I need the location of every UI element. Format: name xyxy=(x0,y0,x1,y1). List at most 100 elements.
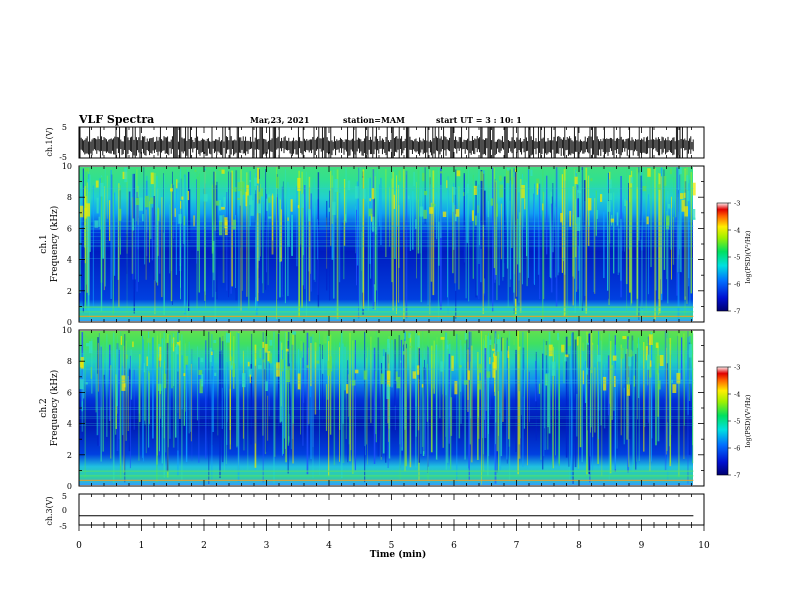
spectrogram-vertical-streak xyxy=(410,342,411,462)
spectrogram-vertical-streak xyxy=(222,214,225,283)
spectrogram-vertical-streak xyxy=(533,193,535,284)
spectrogram-vertical-streak xyxy=(385,169,387,257)
spectrogram-vertical-streak xyxy=(666,363,668,423)
time-axis-ticks xyxy=(78,127,705,531)
spectrogram-hot-patch xyxy=(491,344,494,350)
spectrogram-vertical-streak xyxy=(110,174,113,281)
spectrogram-hot-patch xyxy=(316,360,320,364)
spectrogram-hot-patch xyxy=(216,200,220,206)
spectrogram-vertical-streak xyxy=(598,343,599,440)
spectrogram-hot-patch xyxy=(250,200,254,216)
spectrogram-vertical-streak xyxy=(233,336,235,389)
spectrogram-vertical-streak xyxy=(425,367,427,457)
spectrogram-vertical-streak xyxy=(303,185,306,290)
spectrogram-hot-patch xyxy=(269,352,272,364)
spectrogram-hot-patch xyxy=(455,209,460,217)
spectrogram-vertical-streak xyxy=(535,360,537,402)
spectrogram-vertical-streak xyxy=(329,334,332,435)
spectrogram-vertical-streak xyxy=(447,176,449,314)
spectrogram-hot-patch xyxy=(542,203,544,211)
spectrogram-hot-patch xyxy=(622,336,627,340)
spectrogram-vertical-streak xyxy=(686,167,688,304)
spectrogram-vertical-streak xyxy=(438,221,440,266)
ch2-spectrogram-panel: 0 2 4 6 8 10 ch.2 Frequency (kHz) xyxy=(39,326,705,491)
spectrogram-hot-patch xyxy=(688,344,692,358)
spectrogram-vertical-streak xyxy=(173,333,175,386)
spectrogram-vertical-streak xyxy=(568,331,570,481)
spectrogram-hot-patch xyxy=(507,350,510,358)
spectrogram-vertical-streak xyxy=(463,173,465,265)
spectrogram-hot-patch xyxy=(692,182,696,196)
spectrogram-vertical-streak xyxy=(575,179,577,258)
spectrogram-vertical-streak xyxy=(236,332,238,447)
spectrogram-hot-patch xyxy=(657,184,661,190)
spectrogram-vertical-streak xyxy=(112,332,115,484)
spectrogram-vertical-streak xyxy=(561,174,563,273)
spectrogram-hot-patch xyxy=(477,205,479,213)
spectrogram-hot-patch xyxy=(248,368,253,377)
start-ut-label: start UT = 3 : 10: 1 xyxy=(436,115,522,125)
spectrogram-vertical-streak xyxy=(365,353,366,456)
spectrogram-vertical-streak xyxy=(663,185,666,270)
spectrogram-vertical-streak xyxy=(671,196,672,280)
spectrogram-vertical-streak xyxy=(267,182,269,286)
spectrogram-vertical-streak xyxy=(319,344,321,439)
spectrogram-vertical-streak xyxy=(153,196,155,280)
time-axis-tick-label: 10 xyxy=(698,541,710,551)
spectrogram-hot-patch xyxy=(347,180,351,191)
spectrogram-hot-patch xyxy=(506,168,510,183)
spectrogram-vertical-streak xyxy=(394,191,396,259)
spectrogram-hot-patch xyxy=(267,337,270,350)
spectrogram-vertical-streak xyxy=(339,347,340,462)
spectrogram-hot-patch xyxy=(95,180,99,188)
spectrogram-vertical-streak xyxy=(635,354,637,470)
spectrogram-hot-patch xyxy=(308,208,311,222)
spectrogram-vertical-streak xyxy=(587,175,590,246)
spectrogram-vertical-streak xyxy=(319,332,320,475)
spectrogram-vertical-streak xyxy=(484,348,487,438)
spectrogram-vertical-streak xyxy=(427,347,429,467)
spectrogram-vertical-streak xyxy=(287,182,289,297)
spectrogram-vertical-streak xyxy=(369,177,371,264)
spectrogram-hot-patch xyxy=(203,194,208,202)
spectrogram-vertical-streak xyxy=(677,335,679,463)
spectrogram-vertical-streak xyxy=(280,342,283,407)
spectrogram-vertical-streak xyxy=(453,182,455,250)
spectrogram-hot-patch xyxy=(557,333,559,341)
spectrogram-vertical-streak xyxy=(312,379,314,448)
spectrogram-hot-patch xyxy=(247,361,250,367)
spectrogram-vertical-streak xyxy=(645,168,647,316)
spectrogram-vertical-streak xyxy=(364,331,366,483)
spectrogram-vertical-streak xyxy=(128,191,131,255)
spectrogram-vertical-streak xyxy=(349,332,351,462)
spectrogram-vertical-streak xyxy=(254,344,257,468)
spectrogram-vertical-streak xyxy=(235,170,238,301)
spectrogram-vertical-streak xyxy=(576,172,577,224)
spectrogram-vertical-streak xyxy=(255,190,257,298)
spectrogram-vertical-streak xyxy=(480,170,483,249)
spectrogram-vertical-streak xyxy=(503,176,505,263)
spectrogram-vertical-streak xyxy=(558,207,560,273)
spectrogram-vertical-streak xyxy=(681,337,683,380)
spectrogram-vertical-streak xyxy=(654,168,656,320)
spectrogram-vertical-streak xyxy=(494,182,497,280)
spectrogram-vertical-streak xyxy=(379,184,380,227)
spectrogram-hot-patch xyxy=(464,332,467,341)
spectrogram-vertical-streak xyxy=(492,168,494,312)
spectrogram-vertical-streak xyxy=(190,374,192,432)
spectrogram-hot-patch xyxy=(230,356,233,366)
spectrogram-vertical-streak xyxy=(466,183,469,244)
spectrogram-vertical-streak xyxy=(488,333,489,434)
spectrogram-vertical-streak xyxy=(220,350,223,401)
spectrogram-vertical-streak xyxy=(572,332,574,484)
spectrogram-hot-patch xyxy=(574,176,578,184)
spectrogram-vertical-streak xyxy=(647,336,649,423)
spectrogram-vertical-streak xyxy=(205,340,207,459)
spectrogram-vertical-streak xyxy=(308,176,311,302)
spectrogram-hot-patch xyxy=(176,179,178,189)
spectrogram-vertical-streak xyxy=(142,339,144,462)
spectrogram-vertical-streak xyxy=(616,379,618,449)
spectrogram-vertical-streak xyxy=(487,168,490,311)
spectrogram-vertical-streak xyxy=(276,167,278,320)
spectrogram-vertical-streak xyxy=(344,346,346,391)
